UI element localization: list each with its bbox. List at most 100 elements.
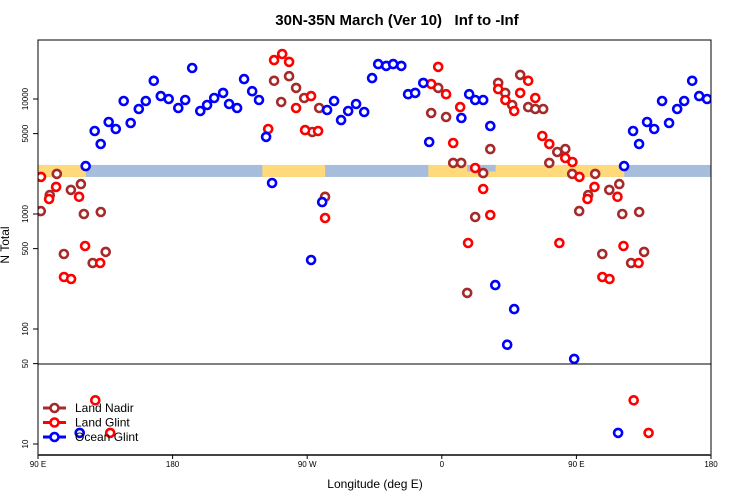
- legend-item: Ocean Glint: [43, 430, 139, 444]
- data-point: [596, 248, 608, 260]
- data-point: [514, 69, 526, 81]
- data-point: [613, 178, 625, 190]
- data-point: [283, 70, 295, 82]
- data-point: [38, 171, 47, 183]
- data-point: [417, 77, 429, 89]
- data-point: [500, 94, 511, 106]
- chart-title: 30N-35N March (Ver 10) Inf to -Inf: [275, 12, 519, 29]
- data-point: [409, 87, 421, 99]
- data-point: [456, 112, 467, 124]
- data-point: [75, 178, 87, 190]
- data-point: [103, 116, 114, 128]
- data-point: [573, 205, 585, 217]
- data-point: [627, 125, 639, 137]
- data-point: [186, 62, 198, 74]
- data-point: [290, 82, 302, 94]
- coverage-band: [38, 164, 711, 177]
- data-point: [179, 94, 191, 106]
- x-tick-label: 90 W: [298, 460, 317, 469]
- data-point: [51, 168, 63, 180]
- data-point: [110, 123, 122, 135]
- data-point: [604, 273, 615, 285]
- legend-marker: [49, 417, 60, 428]
- data-point: [58, 248, 70, 260]
- data-point: [612, 427, 624, 439]
- data-point: [477, 183, 489, 195]
- data-point: [238, 73, 250, 85]
- data-point: [358, 106, 370, 118]
- data-point: [543, 157, 555, 169]
- data-point: [73, 191, 85, 203]
- data-point: [94, 257, 106, 269]
- data-point: [100, 246, 111, 258]
- data-point: [316, 196, 328, 208]
- y-tick-label: 50: [21, 359, 30, 368]
- data-point: [643, 427, 654, 439]
- data-point: [648, 123, 660, 135]
- data-point: [299, 124, 311, 136]
- data-point: [508, 105, 520, 117]
- data-point: [440, 88, 452, 100]
- y-tick-label: 5000: [21, 124, 30, 142]
- data-point: [508, 303, 520, 315]
- data-point: [425, 107, 437, 119]
- x-tick-label: 0: [440, 460, 445, 469]
- data-point: [440, 111, 452, 123]
- data-point: [395, 60, 407, 72]
- data-point: [559, 143, 571, 155]
- data-point: [305, 90, 317, 102]
- legend-item: Land Nadir: [43, 401, 134, 415]
- y-tick-label: 500: [21, 241, 30, 255]
- x-tick-label: 180: [704, 460, 718, 469]
- data-point: [321, 104, 333, 116]
- data-point: [568, 353, 580, 365]
- data-point: [104, 427, 116, 439]
- data-point: [38, 205, 47, 217]
- data-point: [118, 95, 129, 107]
- data-point: [80, 160, 91, 172]
- data-point: [589, 181, 600, 193]
- data-point: [266, 177, 278, 189]
- legend-label: Ocean Glint: [75, 430, 139, 444]
- legend-item: Land Glint: [43, 416, 130, 430]
- data-point: [543, 138, 555, 150]
- data-point: [173, 102, 184, 114]
- data-point: [612, 191, 623, 203]
- data-point: [95, 138, 106, 150]
- band-ocean: [38, 164, 711, 177]
- data-point: [328, 95, 340, 107]
- data-point: [529, 92, 541, 104]
- x-tick-label: 90 E: [568, 460, 584, 469]
- x-axis-ticks: 90 E 180 90 W 0 90 E 180: [30, 455, 718, 469]
- data-point: [522, 75, 534, 87]
- legend-marker: [49, 431, 60, 443]
- data-point: [574, 171, 585, 183]
- data-point: [290, 102, 302, 114]
- data-point: [514, 87, 526, 99]
- data-point: [223, 98, 235, 110]
- data-point: [671, 103, 683, 115]
- legend-label: Land Glint: [75, 416, 130, 430]
- data-point: [663, 117, 675, 129]
- data-point: [246, 85, 258, 97]
- data-point: [74, 427, 85, 439]
- data-point: [43, 193, 55, 205]
- data-point: [554, 237, 565, 249]
- data-point: [195, 105, 206, 117]
- data-point: [463, 88, 475, 100]
- data-point: [231, 102, 243, 114]
- legend-label: Land Nadir: [75, 401, 134, 415]
- data-point: [638, 246, 650, 258]
- data-point: [79, 240, 91, 252]
- data-point: [484, 143, 496, 155]
- y-axis-ticks: 10000 5000 1000 500 100 50 10: [21, 87, 38, 448]
- data-point: [342, 105, 354, 117]
- data-point: [484, 120, 496, 132]
- data-point: [618, 240, 629, 252]
- data-point: [319, 212, 331, 224]
- data-point: [201, 99, 213, 111]
- data-point: [268, 75, 280, 87]
- data-point: [656, 95, 668, 107]
- data-point: [305, 254, 317, 266]
- data-point: [582, 193, 593, 205]
